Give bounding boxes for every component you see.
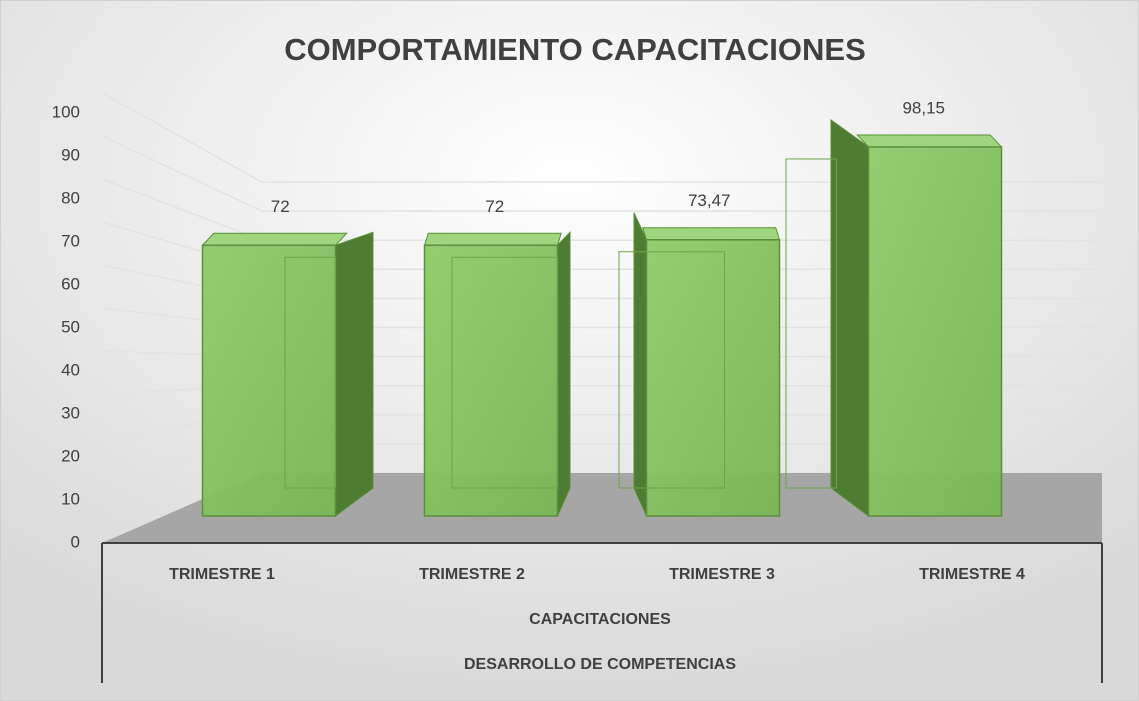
- category-group: CAPACITACIONES: [529, 611, 671, 628]
- x-tick-label: TRIMESTRE 4: [919, 566, 1025, 583]
- bar-top: [201, 232, 348, 246]
- grid-line: [101, 92, 263, 183]
- y-tick-label: 40: [61, 360, 80, 379]
- bar-top: [423, 232, 562, 246]
- value-label: 72: [271, 197, 290, 216]
- y-tick-label: 0: [71, 532, 80, 551]
- value-label: 73,47: [688, 191, 731, 210]
- bar-side: [633, 212, 647, 517]
- bar-back-edge: [785, 158, 837, 489]
- y-tick-label: 100: [52, 102, 80, 121]
- bar-top: [856, 134, 1003, 148]
- y-tick-label: 30: [61, 403, 80, 422]
- x-tick-label: TRIMESTRE 2: [419, 566, 525, 583]
- grid-line: [101, 178, 263, 241]
- bar-side: [335, 231, 374, 517]
- bar: [201, 244, 337, 517]
- x-tick-label: TRIMESTRE 3: [669, 566, 775, 583]
- bar-back-edge: [618, 251, 725, 489]
- y-tick-label: 90: [61, 145, 80, 164]
- y-tick-label: 80: [61, 188, 80, 207]
- y-tick-label: 10: [61, 489, 80, 508]
- bar: [423, 244, 559, 517]
- bar-back-edge: [284, 256, 336, 489]
- category-group: DESARROLLO DE COMPETENCIAS: [464, 656, 736, 673]
- value-label: 98,15: [902, 98, 945, 117]
- bar-back-edge: [451, 256, 558, 489]
- chart-title: COMPORTAMIENTO CAPACITACIONES: [284, 32, 866, 67]
- y-tick-label: 60: [61, 274, 80, 293]
- bar-side: [557, 231, 571, 517]
- y-tick-label: 70: [61, 231, 80, 250]
- y-tick-label: 50: [61, 317, 80, 336]
- grid-line: [101, 135, 263, 212]
- bar: [867, 146, 1003, 517]
- y-tick-label: 20: [61, 446, 80, 465]
- value-label: 72: [485, 197, 504, 216]
- x-tick-label: TRIMESTRE 1: [169, 566, 275, 583]
- bar-top: [642, 227, 781, 241]
- bar: [645, 239, 781, 517]
